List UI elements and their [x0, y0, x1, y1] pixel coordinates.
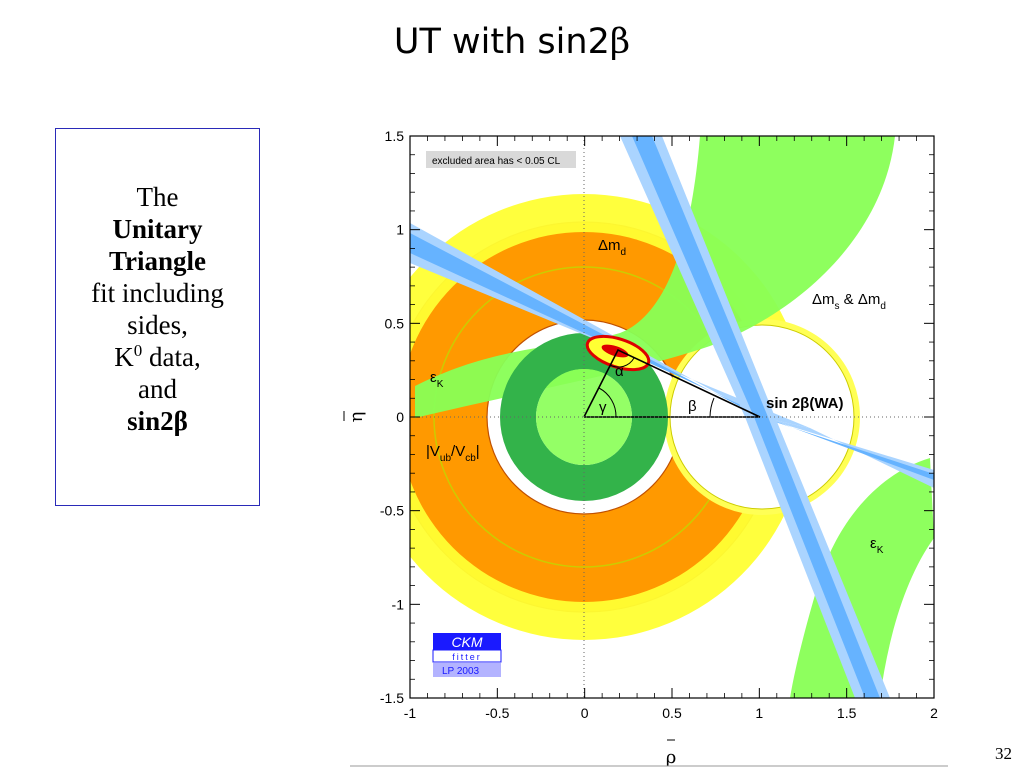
- notice-box: [426, 151, 576, 168]
- label-vub-vcb: |Vub/Vcb|: [426, 443, 480, 464]
- text-line-3: Triangle: [109, 246, 206, 276]
- x-tick-label: 1.5: [837, 705, 857, 721]
- text-line-6: K0 data,: [56, 341, 259, 373]
- ckm-fit-chart: -1 -0.5 0 0.5 1 1.5 21.510.50-0.5-1-1.5 exclud…: [343, 128, 948, 768]
- x-tick-label: 2: [930, 705, 938, 721]
- label-sin2b: sin 2β(WA): [766, 395, 844, 412]
- label-dms-dmd: Δms & Δmd: [812, 291, 886, 312]
- axis-tick-labels: -1 -0.5 0 0.5 1 1.5 21.510.50-0.5-1-1.5: [380, 128, 938, 721]
- unitary-triangle: [583, 348, 761, 418]
- epsk-lower-band: [790, 458, 934, 698]
- slide-title: UT with sin2β: [0, 22, 1024, 62]
- logo-lp2003: LP 2003: [442, 666, 480, 677]
- gamma-arc: [598, 387, 617, 418]
- x-tick-label: 0.5: [662, 705, 682, 721]
- y-axis-label: η: [343, 411, 367, 423]
- notice-text: excluded area has < 0.05 CL: [432, 156, 561, 167]
- text-line-2: Unitary: [112, 214, 203, 244]
- y-tick-label: -0.5: [380, 503, 404, 519]
- text-line-4: fit including: [91, 278, 224, 308]
- text-line-8: sin2β: [127, 406, 188, 436]
- page-number: 32: [995, 744, 1012, 763]
- logo-bottom-bar: [433, 663, 501, 677]
- logo-fitter: fitter: [452, 652, 482, 662]
- k-base: K: [114, 342, 134, 372]
- x-tick-label: -1: [404, 705, 417, 721]
- logo-ckm: CKM: [451, 634, 482, 650]
- alpha-arc: [609, 357, 635, 368]
- x-axis-label-text: ρ: [666, 747, 677, 768]
- y-tick-label: -1: [392, 596, 405, 612]
- label-epsk-right: εK: [870, 535, 884, 556]
- x-axis-label: ρ: [666, 739, 677, 768]
- x-tick-label: -0.5: [485, 705, 509, 721]
- text-line-7: and: [138, 374, 177, 404]
- y-axis-label-text: η: [346, 412, 367, 423]
- text-line-5: sides,: [127, 310, 188, 340]
- label-epsk-left: εK: [430, 369, 444, 390]
- ckm-fitter-logo: CKM fitter LP 2003: [432, 633, 502, 677]
- slide-title-greek: β: [609, 22, 631, 62]
- x-tick-label: 0: [581, 705, 589, 721]
- logo-top-bar: [433, 633, 501, 650]
- logo-mid-bar: [432, 649, 502, 663]
- slide-title-text: UT with sin2: [393, 22, 610, 62]
- y-tick-label: 0.5: [385, 315, 405, 331]
- epsk-upper-band: [415, 136, 895, 418]
- y-tick-label: 1.5: [385, 128, 405, 144]
- fit-red-core: [601, 344, 629, 358]
- y-tick-label: -1.5: [380, 690, 404, 706]
- y-tick-label: 1: [396, 222, 404, 238]
- k-rest: data,: [142, 342, 201, 372]
- text-line-1: The: [136, 182, 179, 212]
- y-tick-label: 0: [396, 409, 404, 425]
- x-tick-label: 1: [755, 705, 763, 721]
- label-beta: β: [688, 398, 697, 415]
- axis-ticks: [409, 135, 935, 699]
- label-alpha: α: [615, 363, 624, 380]
- vub-ring: [500, 333, 668, 501]
- description-textbox: The Unitary Triangle fit including sides…: [55, 128, 260, 506]
- k-sup: 0: [133, 341, 143, 360]
- label-gamma: γ: [599, 399, 607, 416]
- label-dmd: Δmd: [598, 237, 626, 258]
